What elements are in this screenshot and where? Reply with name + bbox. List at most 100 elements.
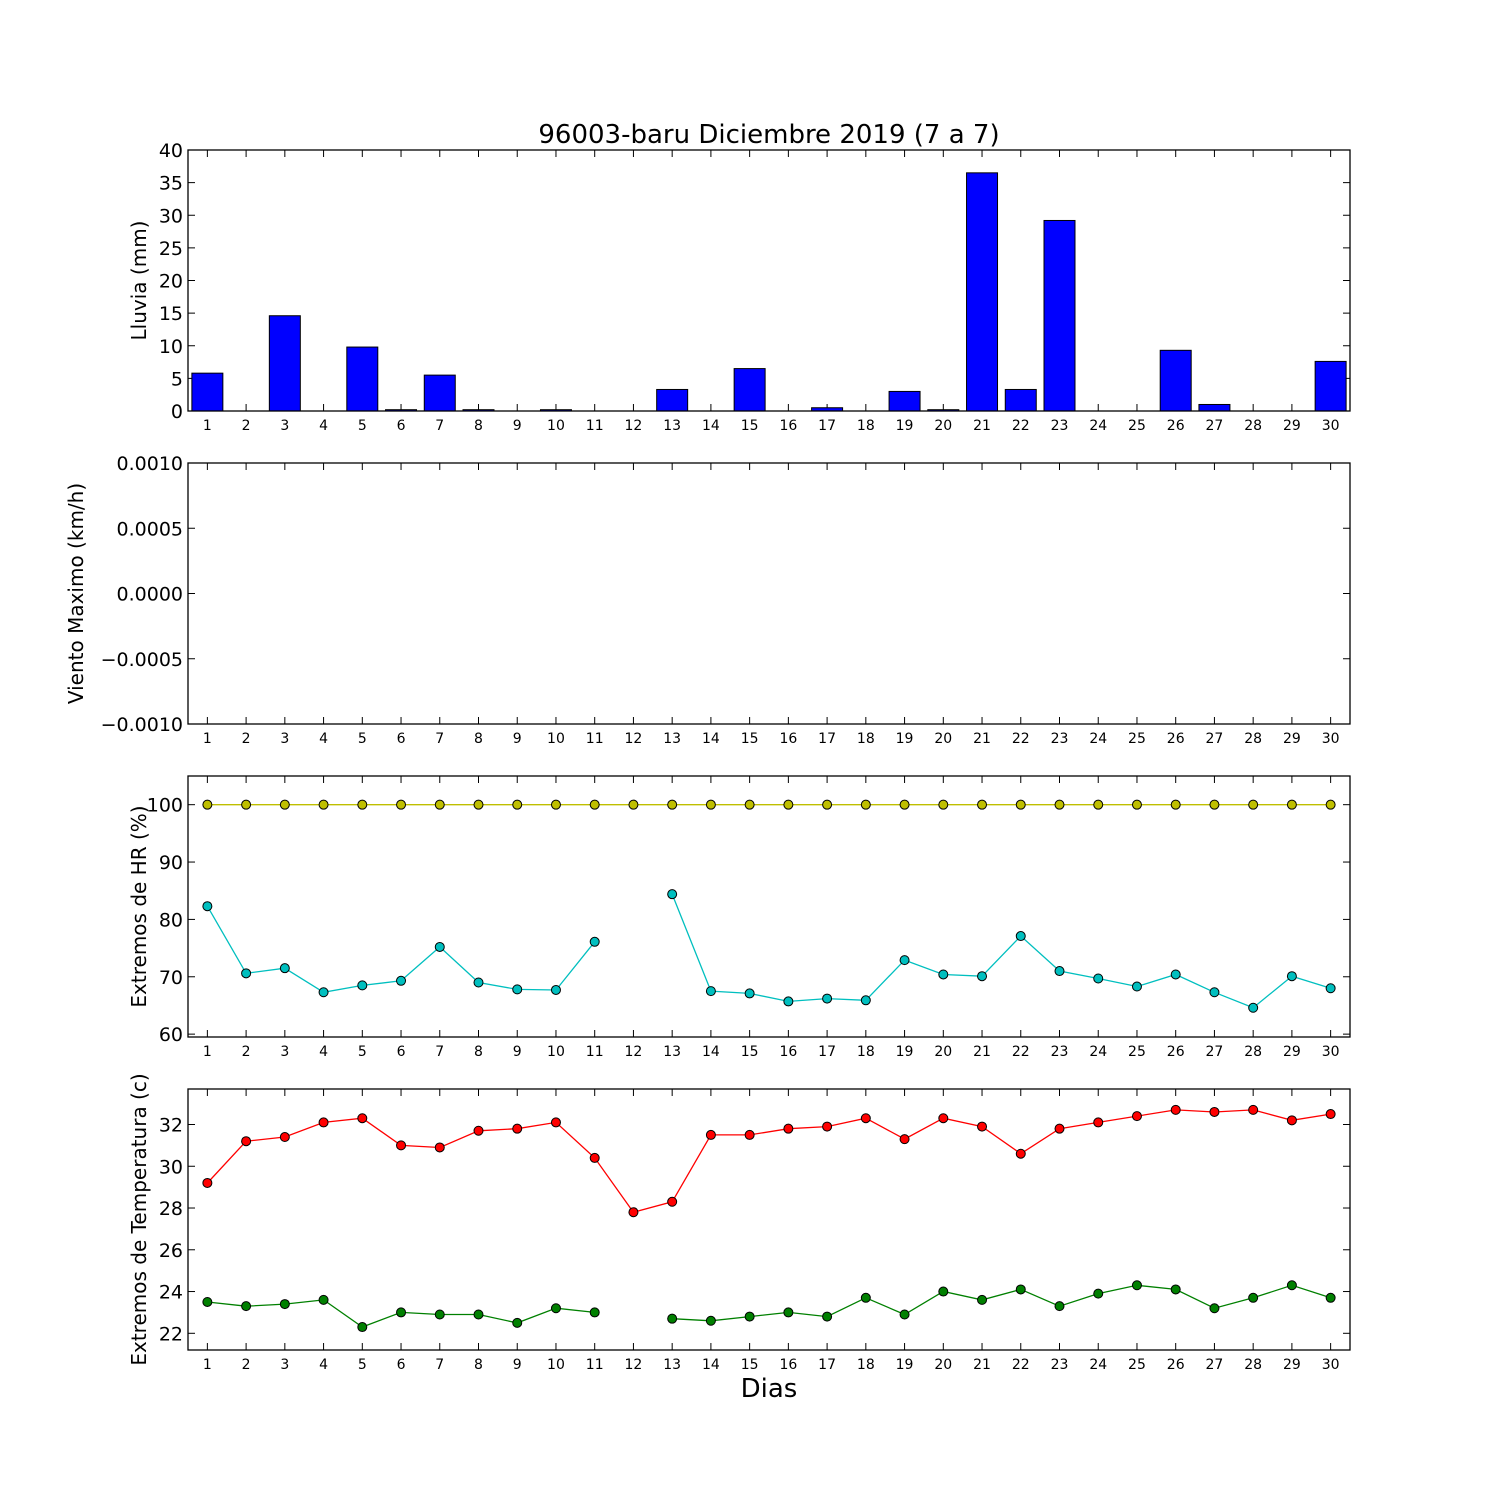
x-tick-label: 1 xyxy=(203,418,212,434)
x-tick-label: 10 xyxy=(547,731,565,747)
x-tick-label: 30 xyxy=(1322,731,1340,747)
series-point xyxy=(318,799,329,810)
series-point xyxy=(473,977,484,988)
series-point xyxy=(241,968,252,979)
plot-area xyxy=(188,1089,1350,1350)
x-tick-label: 23 xyxy=(1051,1044,1069,1060)
rain-bar xyxy=(1314,360,1347,412)
y-tick-label: 40 xyxy=(159,140,183,162)
series-point xyxy=(1093,1117,1104,1128)
x-tick-label: 15 xyxy=(741,418,759,434)
x-tick-label: 26 xyxy=(1167,731,1185,747)
x-tick-label: 18 xyxy=(857,731,875,747)
y-tick-label: 26 xyxy=(159,1240,183,1262)
series-point xyxy=(550,1117,561,1128)
y-tick-label: 0.0000 xyxy=(117,584,183,606)
x-tick-label: 16 xyxy=(779,1044,797,1060)
series-point xyxy=(202,1296,213,1307)
rain-bar xyxy=(191,372,224,412)
series-point xyxy=(241,1136,252,1147)
x-tick-label: 25 xyxy=(1128,1357,1146,1373)
series-point xyxy=(589,1152,600,1163)
series-point xyxy=(783,1123,794,1134)
series-point xyxy=(1131,1111,1142,1122)
plot-frame xyxy=(187,462,1351,725)
x-tick-label: 3 xyxy=(280,731,289,747)
rain-bar xyxy=(1198,403,1231,412)
series-point xyxy=(860,1292,871,1303)
series-point xyxy=(241,1301,252,1312)
plot-area xyxy=(188,150,1350,411)
x-tick-label: 16 xyxy=(779,418,797,434)
rain-bar xyxy=(346,346,379,412)
x-tick-label: 23 xyxy=(1051,731,1069,747)
y-tick-label: 25 xyxy=(159,238,183,260)
x-tick-label: 6 xyxy=(397,1357,406,1373)
series-point xyxy=(1015,1284,1026,1295)
x-tick-label: 13 xyxy=(663,1357,681,1373)
series-point xyxy=(744,1311,755,1322)
x-tick-label: 7 xyxy=(435,1357,444,1373)
x-tick-label: 26 xyxy=(1167,1044,1185,1060)
series-point xyxy=(434,1142,445,1153)
x-tick-label: 2 xyxy=(242,731,251,747)
series-point xyxy=(938,1113,949,1124)
x-tick-label: 10 xyxy=(547,1357,565,1373)
x-tick-label: 8 xyxy=(474,1357,483,1373)
x-tick-label: 10 xyxy=(547,418,565,434)
y-tick-label: 60 xyxy=(159,1024,183,1046)
x-tick-label: 1 xyxy=(203,1044,212,1060)
x-tick-label: 4 xyxy=(319,418,328,434)
y-tick-label: 5 xyxy=(171,368,183,390)
x-tick-label: 18 xyxy=(857,1044,875,1060)
x-tick-label: 15 xyxy=(741,1044,759,1060)
y-tick-label: 30 xyxy=(159,205,183,227)
x-tick-label: 28 xyxy=(1244,1044,1262,1060)
x-tick-label: 11 xyxy=(586,1044,604,1060)
x-tick-label: 3 xyxy=(280,1044,289,1060)
x-tick-label: 28 xyxy=(1244,1357,1262,1373)
series-line xyxy=(206,1109,1331,1213)
rain-bar xyxy=(656,388,689,412)
x-tick-label: 8 xyxy=(474,1044,483,1060)
x-tick-label: 29 xyxy=(1283,1044,1301,1060)
x-tick-label: 16 xyxy=(779,731,797,747)
series-point xyxy=(396,799,407,810)
x-tick-label: 12 xyxy=(625,731,643,747)
y-axis-label: Extremos de HR (%) xyxy=(127,805,151,1007)
x-tick-label: 27 xyxy=(1206,1357,1224,1373)
series-point xyxy=(860,995,871,1006)
x-tick-label: 28 xyxy=(1244,731,1262,747)
series-point xyxy=(1054,1123,1065,1134)
x-tick-label: 20 xyxy=(934,418,952,434)
x-tick-label: 25 xyxy=(1128,731,1146,747)
x-axis-label: Dias xyxy=(741,1374,798,1404)
x-tick-label: 5 xyxy=(358,418,367,434)
series-point xyxy=(512,799,523,810)
series-point xyxy=(1131,981,1142,992)
x-tick-label: 20 xyxy=(934,1044,952,1060)
series-point xyxy=(202,799,213,810)
series-point xyxy=(279,1132,290,1143)
series-point xyxy=(357,799,368,810)
y-tick-label: 32 xyxy=(159,1114,183,1136)
x-tick-label: 22 xyxy=(1012,418,1030,434)
x-tick-label: 7 xyxy=(435,1044,444,1060)
x-tick-label: 24 xyxy=(1089,1357,1107,1373)
series-point xyxy=(434,1309,445,1320)
y-tick-label: 22 xyxy=(159,1323,183,1345)
x-tick-label: 7 xyxy=(435,418,444,434)
series-point xyxy=(473,799,484,810)
series-point xyxy=(1286,1115,1297,1126)
series-point xyxy=(1015,1148,1026,1159)
y-tick-label: 28 xyxy=(159,1198,183,1220)
x-tick-label: 6 xyxy=(397,418,406,434)
series-point xyxy=(589,799,600,810)
y-tick-label: 35 xyxy=(159,173,183,195)
x-tick-label: 5 xyxy=(358,1357,367,1373)
y-tick-label: 90 xyxy=(159,852,183,874)
rain-bar xyxy=(1043,219,1076,412)
series-point xyxy=(1286,799,1297,810)
x-tick-label: 30 xyxy=(1322,1357,1340,1373)
